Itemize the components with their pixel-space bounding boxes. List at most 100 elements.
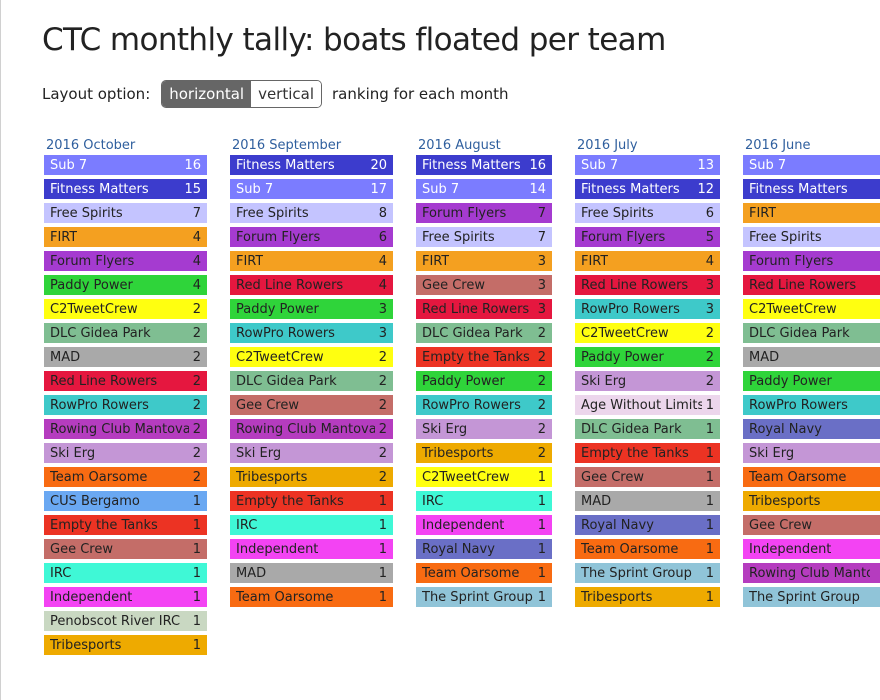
- team-name: Sub 7: [236, 181, 274, 197]
- team-row: Empty the Tanks 2: [416, 347, 552, 367]
- team-row: Red Line Rowers: [743, 275, 880, 295]
- team-name: CUS Bergamo: [50, 493, 140, 509]
- boat-count: 4: [192, 277, 201, 293]
- team-name: Empty the Tanks: [422, 349, 530, 365]
- team-row: Rowing Club Mantova 2: [44, 419, 207, 439]
- team-row: DLC Gidea Park: [743, 323, 880, 343]
- team-name: Free Spirits: [749, 229, 822, 245]
- layout-vertical-button[interactable]: vertical: [251, 81, 322, 107]
- team-name: DLC Gidea Park: [50, 325, 151, 341]
- team-name: FIRT: [236, 253, 264, 269]
- team-row: RowPro Rowers: [743, 395, 880, 415]
- team-name: Gee Crew: [749, 517, 812, 533]
- month-column-august: 2016 August Fitness Matters 16 Sub 7 14 Foru…: [416, 136, 552, 611]
- team-row: Paddy Power 3: [230, 299, 393, 319]
- team-name: Royal Navy: [581, 517, 654, 533]
- boat-count: 16: [529, 157, 546, 173]
- team-name: IRC: [236, 517, 258, 533]
- boat-count: 3: [378, 325, 387, 341]
- boat-count: 3: [705, 277, 714, 293]
- boat-count: 2: [378, 397, 387, 413]
- boat-count: 1: [192, 517, 201, 533]
- team-name: FIRT: [422, 253, 450, 269]
- team-row: Paddy Power 2: [575, 347, 720, 367]
- team-name: The Sprint Group: [581, 565, 692, 581]
- team-row: Team Oarsome 1: [575, 539, 720, 559]
- team-row: Independent: [743, 539, 880, 559]
- boat-count: 1: [705, 421, 714, 437]
- layout-toggle[interactable]: horizontal vertical: [161, 80, 323, 108]
- team-name: Fitness Matters: [236, 157, 335, 173]
- boat-count: 2: [537, 349, 546, 365]
- team-row: Sub 7 17: [230, 179, 393, 199]
- team-name: Penobscot River IRC: [50, 613, 181, 629]
- team-row: MAD: [743, 347, 880, 367]
- team-row: Red Line Rowers 4: [230, 275, 393, 295]
- boat-count: 1: [705, 445, 714, 461]
- team-row: Paddy Power: [743, 371, 880, 391]
- team-row: Free Spirits 6: [575, 203, 720, 223]
- team-row: DLC Gidea Park 2: [44, 323, 207, 343]
- team-name: Paddy Power: [422, 373, 505, 389]
- boat-count: 4: [192, 253, 201, 269]
- team-name: Fitness Matters: [749, 181, 848, 197]
- boat-count: 2: [378, 349, 387, 365]
- boat-count: 2: [705, 325, 714, 341]
- team-row: Team Oarsome 2: [44, 467, 207, 487]
- team-name: Rowing Club Mantova: [749, 565, 870, 581]
- team-name: Independent: [236, 541, 319, 557]
- team-row: RowPro Rowers 2: [44, 395, 207, 415]
- team-row: MAD 1: [230, 563, 393, 583]
- team-name: Independent: [749, 541, 832, 557]
- team-row: Independent 1: [230, 539, 393, 559]
- team-name: Empty the Tanks: [581, 445, 689, 461]
- team-row: Red Line Rowers 3: [575, 275, 720, 295]
- boat-count: 2: [192, 349, 201, 365]
- team-name: Free Spirits: [581, 205, 654, 221]
- team-row: Fitness Matters 16: [416, 155, 552, 175]
- boat-count: 2: [705, 349, 714, 365]
- team-name: MAD: [581, 493, 612, 509]
- boat-count: 3: [378, 301, 387, 317]
- team-name: C2TweetCrew: [749, 301, 837, 317]
- team-row: FIRT: [743, 203, 880, 223]
- boat-count: 2: [537, 397, 546, 413]
- boat-count: 1: [192, 493, 201, 509]
- team-name: Team Oarsome: [581, 541, 679, 557]
- team-row: Tribesports 2: [230, 467, 393, 487]
- team-row: Royal Navy 1: [416, 539, 552, 559]
- team-row: Empty the Tanks 1: [575, 443, 720, 463]
- team-name: Paddy Power: [581, 349, 664, 365]
- boat-count: 2: [378, 469, 387, 485]
- boat-count: 1: [192, 565, 201, 581]
- team-row: C2TweetCrew 2: [575, 323, 720, 343]
- boat-count: 2: [378, 421, 387, 437]
- team-row: Red Line Rowers 3: [416, 299, 552, 319]
- team-name: Age Without Limits: [581, 397, 702, 413]
- boat-count: 2: [378, 373, 387, 389]
- team-row: DLC Gidea Park 2: [230, 371, 393, 391]
- boat-count: 1: [378, 565, 387, 581]
- team-name: Free Spirits: [422, 229, 495, 245]
- team-row: Red Line Rowers 2: [44, 371, 207, 391]
- layout-horizontal-button[interactable]: horizontal: [162, 81, 252, 107]
- team-row: Paddy Power 2: [416, 371, 552, 391]
- month-column-july: 2016 July Sub 7 13 Fitness Matters 12 Free S…: [575, 136, 720, 611]
- month-title: 2016 July: [577, 138, 638, 153]
- boat-count: 1: [537, 469, 546, 485]
- team-row: Gee Crew 2: [230, 395, 393, 415]
- team-name: Forum Flyers: [236, 229, 321, 245]
- boat-count: 2: [192, 397, 201, 413]
- boat-count: 2: [378, 445, 387, 461]
- team-row: MAD 2: [44, 347, 207, 367]
- team-row: Ski Erg 2: [575, 371, 720, 391]
- boat-count: 17: [370, 181, 387, 197]
- boat-count: 1: [192, 637, 201, 653]
- team-name: Ski Erg: [422, 421, 468, 437]
- team-name: Tribesports: [236, 469, 308, 485]
- month-column-october: 2016 October Sub 7 16 Fitness Matters 15 Fre…: [44, 136, 207, 659]
- team-row: Free Spirits 8: [230, 203, 393, 223]
- boat-count: 16: [184, 157, 201, 173]
- team-name: Sub 7: [581, 157, 619, 173]
- team-name: RowPro Rowers: [422, 397, 521, 413]
